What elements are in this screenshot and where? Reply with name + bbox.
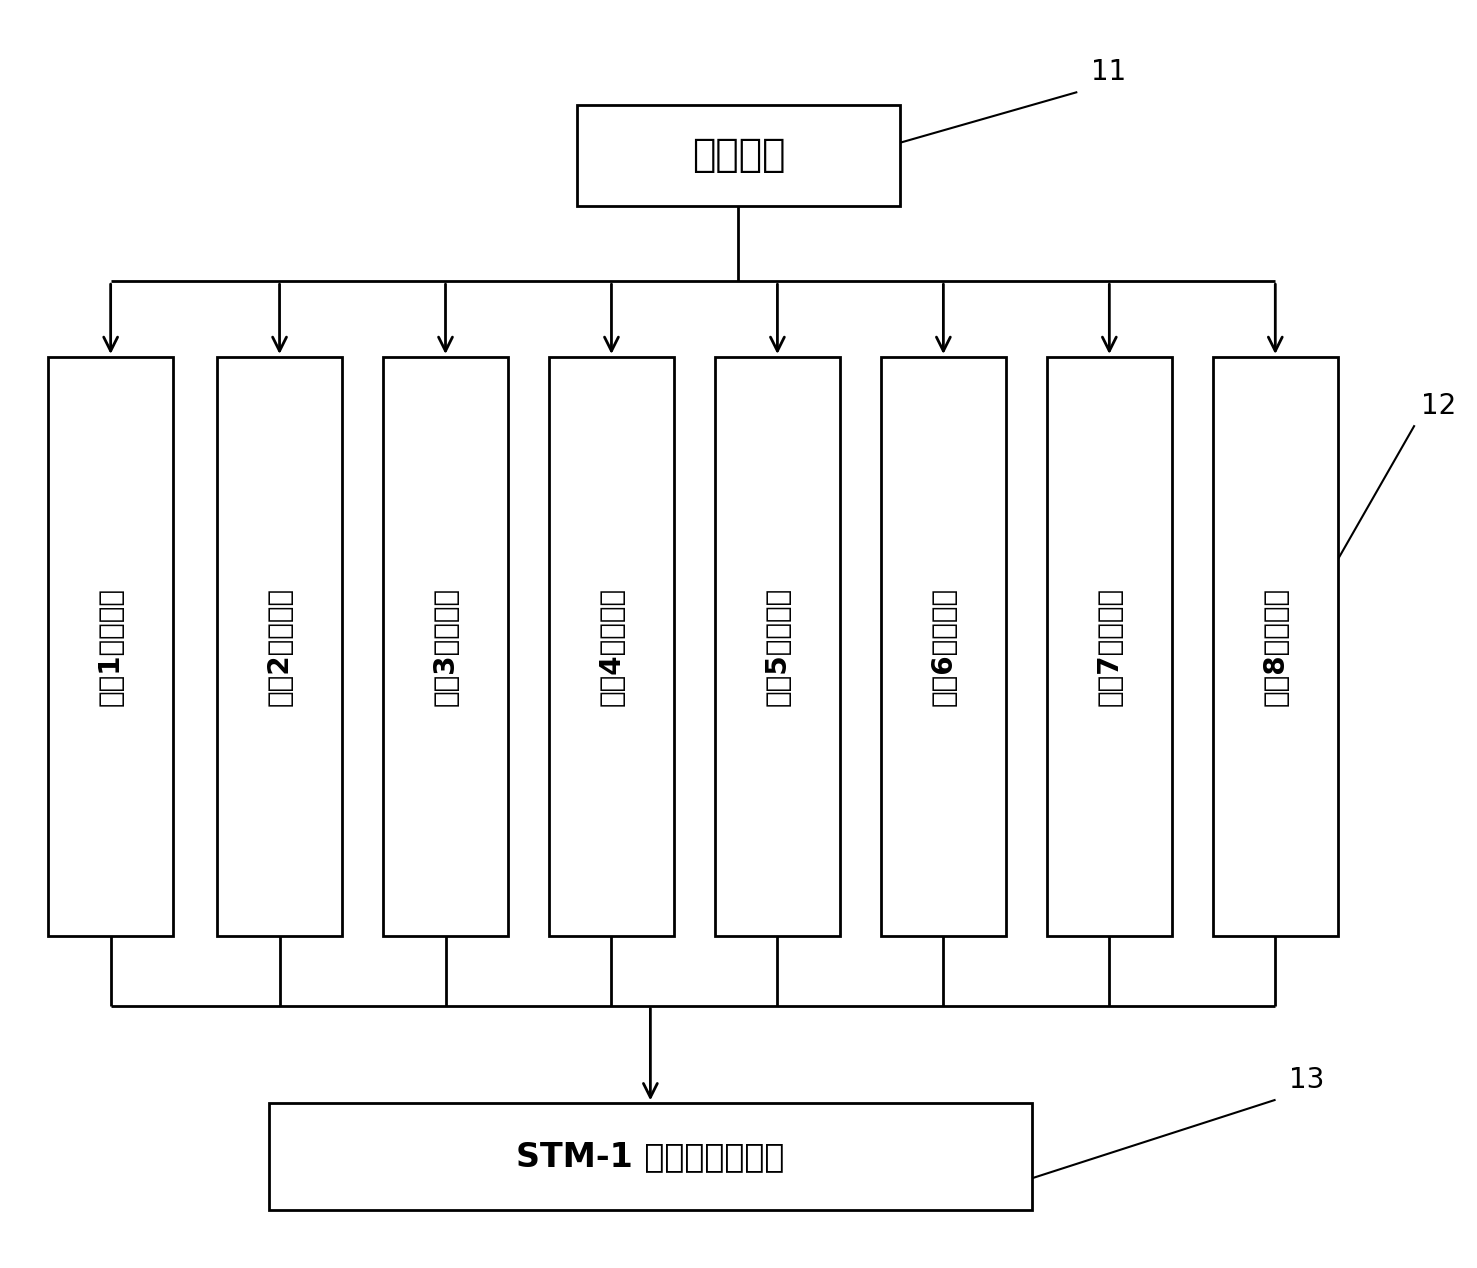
Text: 支路3帧头检测: 支路3帧头检测 [431, 587, 459, 706]
Bar [549, 356, 674, 936]
Text: 支路5帧头检测: 支路5帧头检测 [764, 587, 792, 706]
Text: 11: 11 [1092, 58, 1127, 86]
Bar [269, 1103, 1032, 1210]
Bar [715, 356, 840, 936]
Text: STM-1 数据帧头的选择: STM-1 数据帧头的选择 [515, 1140, 784, 1173]
Bar [217, 356, 343, 936]
Bar [49, 356, 173, 936]
Bar [880, 356, 1006, 936]
Bar [1047, 356, 1171, 936]
Text: 12: 12 [1421, 392, 1456, 420]
Text: 数据处理: 数据处理 [691, 137, 786, 174]
Bar [383, 356, 508, 936]
Text: 支路1帧头检测: 支路1帧头检测 [96, 587, 124, 706]
Text: 支路6帧头检测: 支路6帧头检测 [929, 587, 957, 706]
Text: 13: 13 [1289, 1066, 1325, 1094]
Bar [578, 105, 899, 205]
Text: 支路7帧头检测: 支路7帧头检测 [1096, 587, 1124, 706]
Text: 支路2帧头检测: 支路2帧头检测 [266, 587, 294, 706]
Bar [1213, 356, 1338, 936]
Text: 支路8帧头检测: 支路8帧头检测 [1261, 587, 1289, 706]
Text: 支路4帧头检测: 支路4帧头检测 [598, 587, 625, 706]
